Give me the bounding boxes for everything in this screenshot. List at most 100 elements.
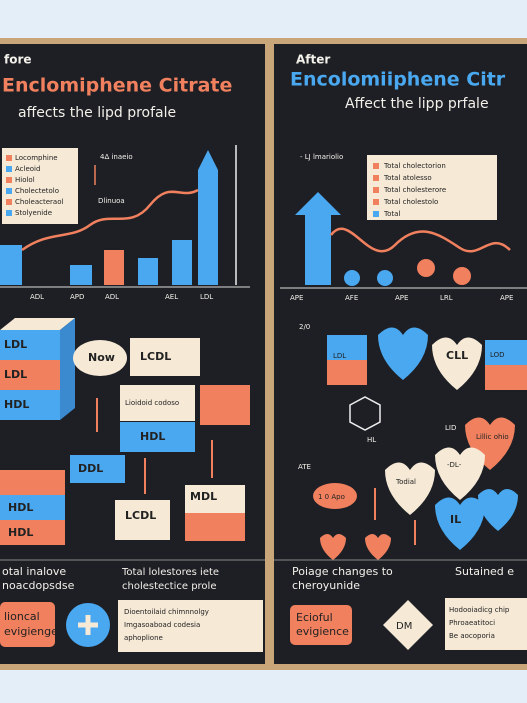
swatch <box>373 211 379 217</box>
block <box>0 360 60 390</box>
heading: fore <box>4 53 32 67</box>
badge <box>313 483 357 509</box>
heart <box>365 534 391 560</box>
heart-label: ATE <box>298 463 311 471</box>
bullet: Imgasoaboad codesia <box>124 621 200 629</box>
block <box>0 330 60 360</box>
block <box>0 520 65 545</box>
block <box>120 422 195 452</box>
heart-label: -DL- <box>447 461 462 469</box>
caption: noacdopsdse <box>2 579 75 592</box>
caption: Sutained e <box>455 565 514 578</box>
legend-item: Hiolol <box>15 176 35 184</box>
mini-chart <box>0 145 250 288</box>
block <box>185 485 245 513</box>
block <box>185 513 245 541</box>
molecule <box>349 396 381 431</box>
bullet-box <box>445 598 527 650</box>
evidence-box <box>290 605 352 645</box>
arrow-bar <box>295 192 341 285</box>
bubble <box>73 340 127 376</box>
legend-box <box>367 155 497 220</box>
bar <box>70 265 92 285</box>
block <box>327 335 367 360</box>
block-label: Now <box>88 351 115 364</box>
block <box>130 338 200 376</box>
heart <box>435 447 485 500</box>
heading: After <box>296 53 330 67</box>
block-label: DDL <box>78 462 103 475</box>
heart <box>435 497 485 550</box>
bullet: Be aocoporia <box>449 632 495 640</box>
legend-item: Cholectetolo <box>15 187 59 195</box>
heart-label: LOD <box>490 351 505 359</box>
heart <box>378 327 428 380</box>
badge-label: 1 0 Apo <box>318 493 345 501</box>
title: Enclomiphene Citrate <box>2 75 232 97</box>
block <box>327 360 367 385</box>
swatch <box>6 155 12 161</box>
heart <box>432 337 482 390</box>
evidence: Ecioful <box>296 611 333 624</box>
bar <box>104 250 124 285</box>
block-label: LDL <box>4 338 27 351</box>
heart <box>478 489 518 531</box>
subtitle: Affect the lipp prfale <box>345 96 489 112</box>
swatch <box>373 187 379 193</box>
diamond <box>383 600 433 650</box>
bar <box>138 258 158 285</box>
x-label: ADL <box>30 293 44 301</box>
block <box>120 385 195 421</box>
caption: Poiage changes to <box>292 565 393 578</box>
block <box>0 470 65 495</box>
legend-item: Total atolesso <box>383 174 432 182</box>
block-label: LCDL <box>140 350 171 363</box>
bar <box>172 240 192 285</box>
legend-item: Total cholectorion <box>383 162 446 170</box>
block-label: LCDL <box>125 509 156 522</box>
block <box>485 340 527 365</box>
bullet: Dioentoilaid chimnnolgy <box>124 608 209 616</box>
x-label: APE <box>395 294 408 302</box>
blocks <box>0 318 250 545</box>
legend-item: Acleoid <box>15 165 40 173</box>
legend: Locomphine Acleoid Hiolol Cholectetolo C… <box>6 154 63 217</box>
caption: cheroyunide <box>292 579 360 592</box>
block <box>485 365 527 390</box>
caption: otal inalove <box>2 565 66 578</box>
bar <box>0 245 22 285</box>
heart-label: HL <box>367 436 376 444</box>
dot <box>417 259 435 277</box>
block-label: HDL <box>8 501 33 514</box>
block-label: MDL <box>190 490 217 503</box>
bullet-box <box>118 600 263 652</box>
diamond-label: DM <box>396 621 412 632</box>
evidence: evigienge <box>4 625 58 638</box>
note: 2/0 <box>299 323 310 331</box>
swatch <box>6 188 12 194</box>
heart <box>320 534 346 560</box>
trend-line <box>330 227 511 253</box>
block-side <box>60 318 75 420</box>
swatch <box>373 163 379 169</box>
legend-box <box>2 148 78 224</box>
bar <box>198 150 218 285</box>
evidence: lioncal <box>4 610 40 623</box>
swatch <box>373 199 379 205</box>
x-label: LRL <box>440 294 453 302</box>
bullet: aphoplione <box>124 634 163 642</box>
swatch <box>6 166 12 172</box>
block <box>115 500 170 540</box>
evidence-box <box>0 602 55 647</box>
note: Dlinuoa <box>98 197 125 205</box>
x-label: APE <box>290 294 303 302</box>
x-label: AFE <box>345 294 358 302</box>
heart <box>385 462 435 515</box>
note: - LJ lmariolio <box>300 153 343 161</box>
block <box>0 495 65 520</box>
evidence: evigience <box>296 625 349 638</box>
x-label: ADL <box>105 293 119 301</box>
legend-item: Choleacteraol <box>15 198 63 206</box>
subtitle: affects the lipd profale <box>18 105 176 121</box>
